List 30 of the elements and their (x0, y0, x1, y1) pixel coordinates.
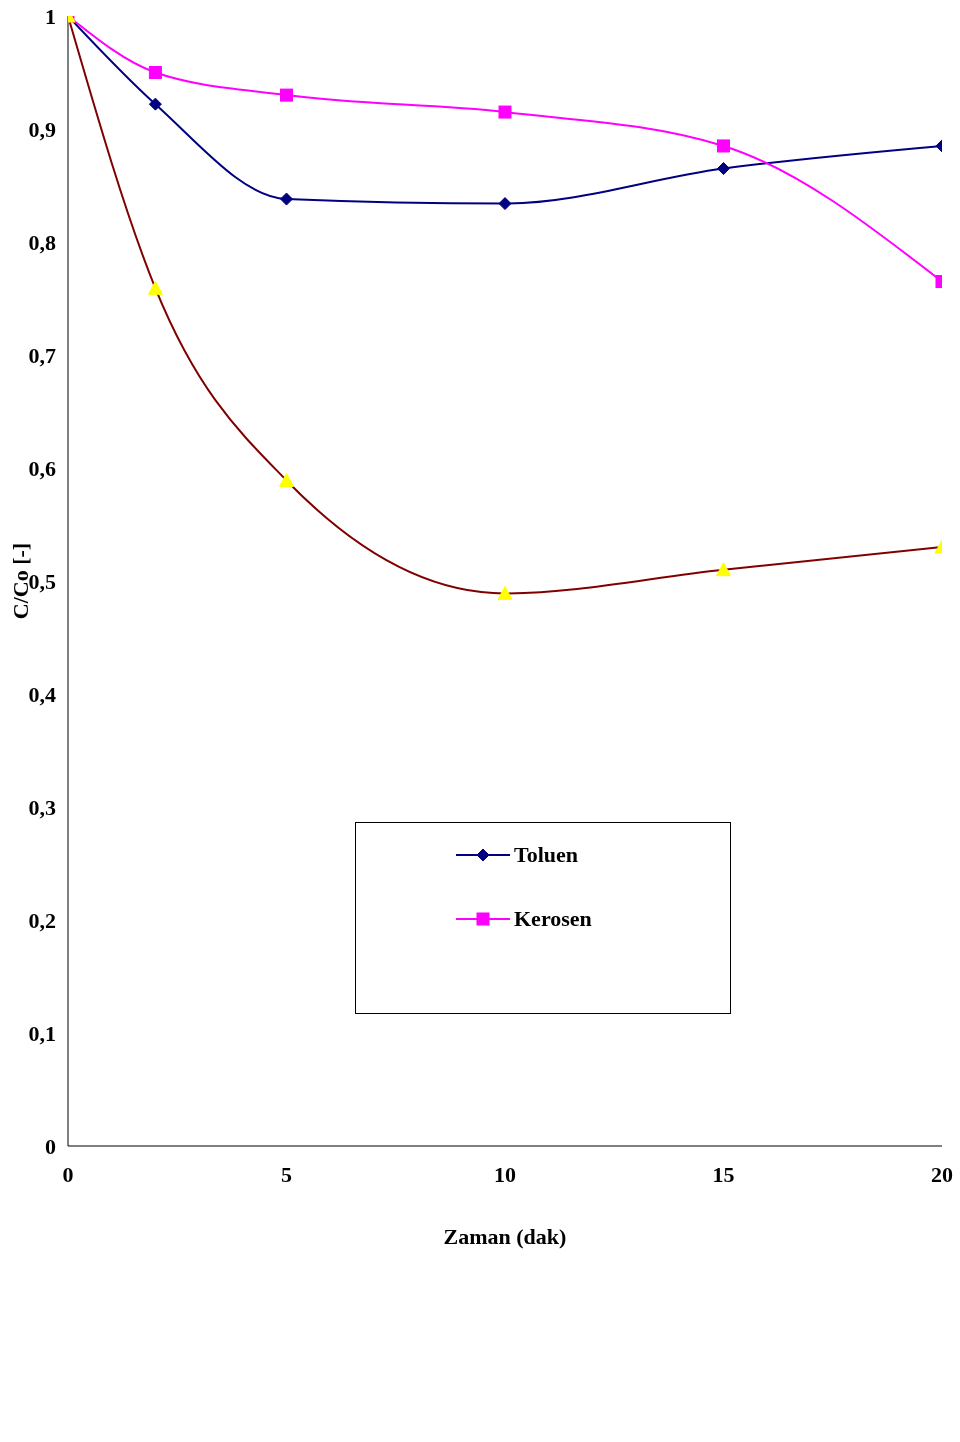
y-tick-label: 0,7 (28, 342, 56, 368)
point (498, 197, 512, 211)
x-tick-label: 10 (494, 1161, 516, 1187)
y-tick-label: 0,4 (28, 681, 56, 707)
legend-label: Kerosen (514, 906, 592, 932)
y-tick-label: 0,1 (28, 1020, 56, 1046)
x-tick-label: 15 (712, 1161, 735, 1187)
point (147, 280, 163, 295)
y-tick-label: 0,6 (28, 455, 56, 481)
y-tick-label: 0 (45, 1133, 56, 1159)
x-axis-title: Zaman (dak) (443, 1224, 567, 1249)
point (279, 472, 294, 487)
y-tick-label: 0,9 (28, 116, 56, 142)
point (280, 192, 293, 206)
point (148, 97, 162, 111)
point (716, 562, 731, 577)
y-tick-label: 0,2 (28, 907, 56, 933)
x-tick-label: 20 (931, 1161, 953, 1187)
y-tick-label: 0,3 (28, 794, 56, 820)
y-tick-label: 1 (45, 3, 56, 29)
point (280, 88, 293, 102)
x-tick-label: 0 (62, 1161, 74, 1187)
point (498, 105, 512, 119)
x-tick-label: 5 (281, 1161, 292, 1187)
legend-label: Toluen (514, 842, 579, 868)
point (497, 585, 513, 600)
point (148, 66, 162, 79)
point (717, 139, 730, 153)
point (717, 162, 730, 176)
y-tick-label: 0,8 (28, 229, 56, 255)
